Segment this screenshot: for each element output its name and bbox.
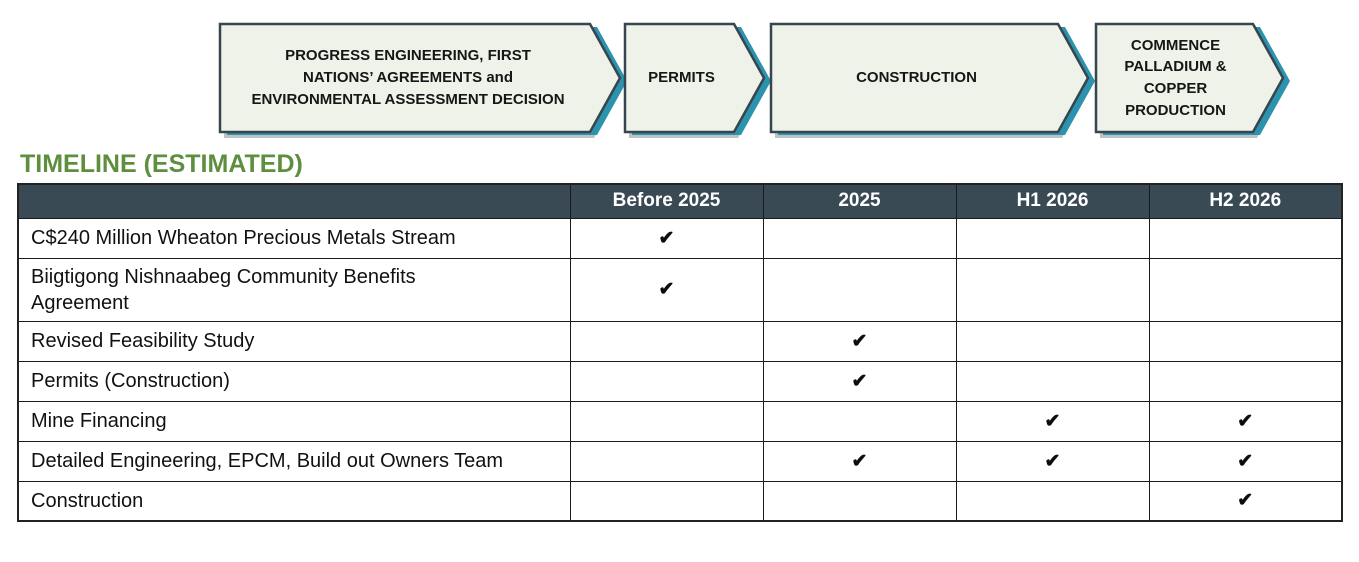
chevron-arrow-shape xyxy=(769,22,1095,138)
row-label: C$240 Million Wheaton Precious Metals St… xyxy=(31,227,456,249)
check-cell xyxy=(955,217,1150,259)
flow-stage-label: PERMITS xyxy=(648,69,715,87)
check-cell xyxy=(569,440,764,482)
check-cell: ✔ xyxy=(955,440,1150,482)
table-row: Revised Feasibility Study ✔ xyxy=(17,320,1343,362)
check-cell xyxy=(1148,360,1343,402)
table-row: Biigtigong Nishnaabeg Community Benefits… xyxy=(17,257,1343,322)
table-row: Permits (Construction) ✔ xyxy=(17,360,1343,402)
check-cell xyxy=(955,480,1150,522)
col-header-blank xyxy=(17,183,571,219)
col-header-h1-2026: H1 2026 xyxy=(955,183,1150,219)
chevron-arrow-shape xyxy=(1094,22,1290,138)
flow-stage-label: PROGRESS ENGINEERING, FIRST NATIONS’ AGR… xyxy=(251,47,565,108)
check-cell: ✔ xyxy=(762,440,957,482)
row-label: Construction xyxy=(31,489,144,512)
check-cell xyxy=(955,360,1150,402)
check-cell xyxy=(569,480,764,522)
table-row: Mine Financing ✔ ✔ xyxy=(17,400,1343,442)
check-cell: ✔ xyxy=(569,217,764,259)
check-cell: ✔ xyxy=(762,320,957,362)
table-row: Detailed Engineering, EPCM, Build out Ow… xyxy=(17,440,1343,482)
flow-stage-progress-engineering: PROGRESS ENGINEERING, FIRST NATIONS’ AGR… xyxy=(218,22,627,138)
timeline-title: TIMELINE (ESTIMATED) xyxy=(20,150,303,178)
check-cell xyxy=(569,360,764,402)
check-cell: ✔ xyxy=(1148,480,1343,522)
row-label: Detailed Engineering, EPCM, Build out Ow… xyxy=(31,450,504,472)
col-header-h2-2026: H2 2026 xyxy=(1148,183,1343,219)
row-label: Biigtigong Nishnaabeg Community Benefits… xyxy=(31,265,416,314)
timeline-table: Before 2025 2025 H1 2026 H2 2026 C$240 M… xyxy=(17,183,1343,522)
check-cell xyxy=(1148,257,1343,322)
table-header-row: Before 2025 2025 H1 2026 H2 2026 xyxy=(17,183,1343,219)
check-cell xyxy=(762,257,957,322)
process-flow: PROGRESS ENGINEERING, FIRST NATIONS’ AGR… xyxy=(0,0,1359,150)
check-cell xyxy=(762,400,957,442)
flow-stage-label: COMMENCE PALLADIUM & COPPER PRODUCTION xyxy=(1124,36,1227,119)
check-cell xyxy=(955,257,1150,322)
row-label: Mine Financing xyxy=(31,410,167,432)
row-label: Permits (Construction) xyxy=(31,370,230,392)
col-header-2025: 2025 xyxy=(762,183,957,219)
check-cell: ✔ xyxy=(955,400,1150,442)
col-header-before-2025: Before 2025 xyxy=(569,183,764,219)
check-cell xyxy=(762,217,957,259)
check-cell: ✔ xyxy=(762,360,957,402)
chevron-arrow-shape xyxy=(218,22,627,138)
flow-stage-permits: PERMITS xyxy=(623,22,771,138)
table-header: Before 2025 2025 H1 2026 H2 2026 xyxy=(17,183,1343,219)
check-cell xyxy=(955,320,1150,362)
check-cell xyxy=(569,400,764,442)
check-cell: ✔ xyxy=(1148,400,1343,442)
check-cell: ✔ xyxy=(1148,440,1343,482)
flow-stage-commence-production: COMMENCE PALLADIUM & COPPER PRODUCTION xyxy=(1094,22,1290,138)
check-cell xyxy=(1148,320,1343,362)
row-label: Revised Feasibility Study xyxy=(31,330,255,352)
check-cell xyxy=(569,320,764,362)
flow-stage-label: CONSTRUCTION xyxy=(856,69,977,87)
check-cell xyxy=(1148,217,1343,259)
table-body: C$240 Million Wheaton Precious Metals St… xyxy=(17,217,1343,522)
check-cell xyxy=(762,480,957,522)
table-row: Construction ✔ xyxy=(17,480,1343,522)
table-row: C$240 Million Wheaton Precious Metals St… xyxy=(17,217,1343,259)
check-cell: ✔ xyxy=(569,257,764,322)
chevron-arrow-shape xyxy=(623,22,771,138)
flow-stage-construction: CONSTRUCTION xyxy=(769,22,1095,138)
